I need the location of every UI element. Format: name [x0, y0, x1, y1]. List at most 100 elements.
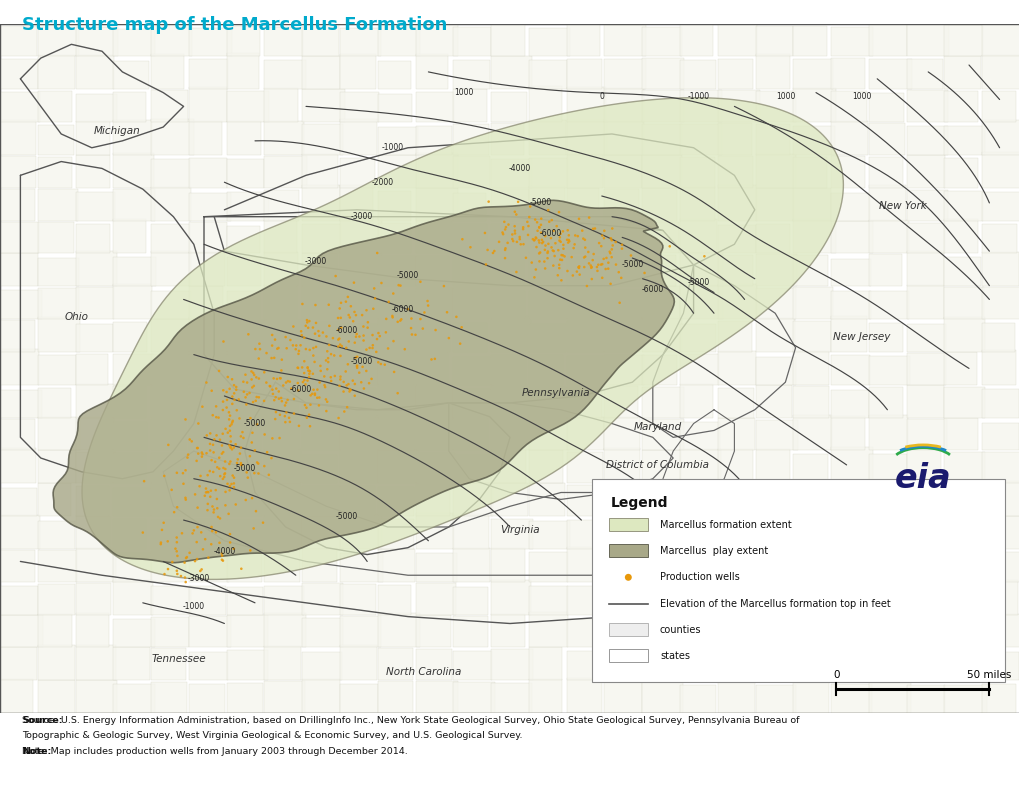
- Bar: [189, 222, 227, 254]
- Bar: [339, 0, 375, 24]
- Bar: [944, 418, 977, 451]
- Point: [230, 393, 247, 406]
- Bar: [830, 355, 869, 385]
- Bar: [113, 28, 155, 57]
- Bar: [113, 322, 147, 352]
- Bar: [755, 255, 796, 286]
- Text: New Jersey: New Jersey: [833, 333, 890, 342]
- Bar: [604, 546, 637, 582]
- Point: [560, 229, 577, 242]
- Bar: [793, 415, 832, 451]
- Point: [203, 538, 219, 551]
- Bar: [75, 452, 116, 483]
- Bar: [452, 156, 490, 188]
- Bar: [415, 649, 451, 680]
- Bar: [567, 678, 601, 713]
- Point: [361, 377, 377, 389]
- Point: [177, 492, 194, 504]
- Bar: [339, 485, 375, 516]
- Point: [610, 296, 627, 309]
- Point: [278, 342, 294, 355]
- Text: -1000: -1000: [182, 602, 205, 611]
- Bar: [0, 291, 42, 319]
- Text: 0: 0: [833, 670, 839, 680]
- Point: [167, 542, 183, 555]
- Bar: [680, 354, 718, 385]
- Point: [447, 310, 464, 323]
- Bar: [906, 582, 942, 615]
- Point: [534, 236, 550, 248]
- Bar: [717, 90, 759, 122]
- Point: [251, 352, 267, 365]
- Bar: [793, 616, 826, 648]
- Point: [566, 238, 582, 251]
- Point: [356, 382, 372, 395]
- Point: [333, 340, 350, 352]
- Text: New York: New York: [878, 202, 925, 211]
- Point: [198, 486, 214, 499]
- Bar: [981, 224, 1016, 254]
- Point: [423, 353, 439, 366]
- Point: [329, 312, 345, 325]
- Point: [198, 482, 214, 495]
- Point: [273, 395, 289, 407]
- Bar: [264, 285, 298, 319]
- Bar: [830, 0, 871, 24]
- Point: [496, 223, 513, 236]
- Point: [323, 348, 339, 360]
- Bar: [189, 616, 230, 648]
- Point: [550, 262, 567, 274]
- Point: [202, 490, 218, 503]
- Point: [506, 206, 523, 218]
- Point: [555, 250, 572, 262]
- Point: [331, 380, 347, 392]
- Text: -5000: -5000: [396, 271, 419, 280]
- Point: [323, 374, 339, 387]
- Bar: [151, 419, 185, 451]
- Bar: [226, 291, 260, 319]
- Bar: [415, 485, 449, 516]
- Point: [361, 342, 377, 355]
- Bar: [75, 516, 110, 549]
- Bar: [642, 222, 679, 254]
- Point: [403, 322, 419, 334]
- Point: [282, 333, 299, 346]
- Point: [419, 295, 435, 307]
- Point: [173, 527, 190, 540]
- Bar: [755, 518, 789, 549]
- Point: [250, 457, 266, 470]
- Point: [345, 277, 362, 289]
- Point: [242, 450, 258, 463]
- Bar: [604, 59, 645, 89]
- Bar: [226, 159, 264, 188]
- Point: [233, 563, 250, 575]
- Bar: [906, 324, 946, 352]
- Point: [495, 216, 512, 229]
- Bar: [377, 681, 413, 713]
- Point: [341, 385, 358, 398]
- Bar: [906, 125, 947, 155]
- Bar: [302, 154, 338, 188]
- Bar: [642, 124, 682, 155]
- Bar: [793, 680, 827, 713]
- Text: -2000: -2000: [371, 178, 393, 187]
- Point: [281, 375, 298, 388]
- Bar: [302, 56, 339, 89]
- Bar: [830, 619, 870, 648]
- Point: [190, 521, 206, 533]
- Bar: [226, 320, 267, 352]
- Point: [351, 330, 367, 343]
- Point: [168, 466, 184, 479]
- Bar: [302, 455, 337, 483]
- Point: [299, 314, 315, 326]
- Point: [462, 241, 478, 254]
- Point: [290, 344, 307, 357]
- Bar: [830, 485, 866, 516]
- Bar: [452, 682, 495, 713]
- Point: [348, 362, 365, 374]
- Bar: [377, 585, 411, 615]
- Bar: [452, 27, 490, 57]
- Point: [225, 481, 242, 493]
- Point: [189, 536, 205, 548]
- Bar: [377, 154, 418, 188]
